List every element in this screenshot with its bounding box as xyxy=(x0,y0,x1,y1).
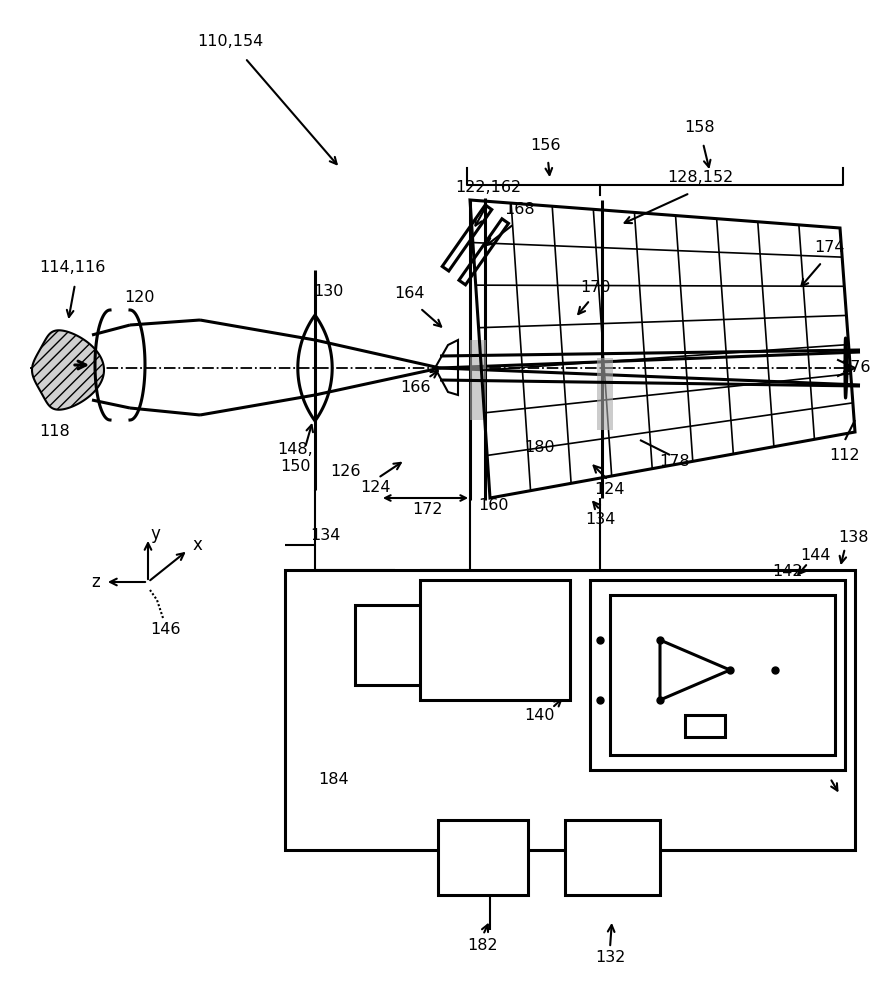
Text: 166: 166 xyxy=(400,380,430,395)
Bar xyxy=(470,340,486,420)
Text: 124: 124 xyxy=(359,481,390,495)
Text: 118: 118 xyxy=(40,424,71,440)
Bar xyxy=(420,580,570,700)
Text: 124: 124 xyxy=(595,483,625,497)
Text: 148,
150: 148, 150 xyxy=(277,442,313,474)
Text: 142: 142 xyxy=(772,564,803,580)
Text: −: − xyxy=(672,677,683,691)
Bar xyxy=(285,570,855,850)
Text: 126: 126 xyxy=(329,464,360,480)
Text: 182: 182 xyxy=(468,938,498,952)
Text: 128,152: 128,152 xyxy=(667,170,733,186)
Text: 146: 146 xyxy=(150,622,180,638)
Polygon shape xyxy=(32,330,104,410)
Text: y: y xyxy=(150,525,160,543)
Text: 164: 164 xyxy=(395,286,426,302)
Text: 168: 168 xyxy=(505,202,535,218)
Text: 122,162: 122,162 xyxy=(455,180,521,196)
Text: 140: 140 xyxy=(525,708,555,722)
Text: 184: 184 xyxy=(318,772,349,788)
Text: 160: 160 xyxy=(478,497,509,512)
Text: 120: 120 xyxy=(125,290,155,306)
Bar xyxy=(438,820,528,895)
Text: 180: 180 xyxy=(525,440,555,456)
Text: 110,154: 110,154 xyxy=(197,34,263,49)
Text: 158: 158 xyxy=(684,120,715,135)
Text: 130: 130 xyxy=(313,284,343,300)
Bar xyxy=(685,715,725,737)
Text: 156: 156 xyxy=(530,137,560,152)
Bar xyxy=(355,605,435,685)
Text: 138: 138 xyxy=(838,530,869,546)
Text: 144: 144 xyxy=(800,548,831,562)
Text: 176: 176 xyxy=(840,360,871,375)
Bar xyxy=(597,358,613,430)
Bar xyxy=(610,595,835,755)
Text: 112: 112 xyxy=(830,448,860,462)
Text: +: + xyxy=(672,649,683,663)
Text: 134: 134 xyxy=(585,512,615,528)
Text: 114,116: 114,116 xyxy=(39,260,105,275)
Text: 174: 174 xyxy=(815,240,845,255)
Text: z: z xyxy=(478,848,488,867)
Text: 172: 172 xyxy=(411,502,442,518)
Text: 132: 132 xyxy=(595,950,625,966)
Text: 178: 178 xyxy=(660,454,691,470)
Bar xyxy=(565,820,660,895)
Text: ~: ~ xyxy=(385,633,405,657)
Text: 136: 136 xyxy=(815,760,845,776)
Text: 134: 134 xyxy=(310,528,340,542)
Text: x: x xyxy=(192,536,202,554)
Bar xyxy=(590,580,845,770)
Text: 170: 170 xyxy=(580,280,610,296)
Text: z: z xyxy=(92,573,101,591)
